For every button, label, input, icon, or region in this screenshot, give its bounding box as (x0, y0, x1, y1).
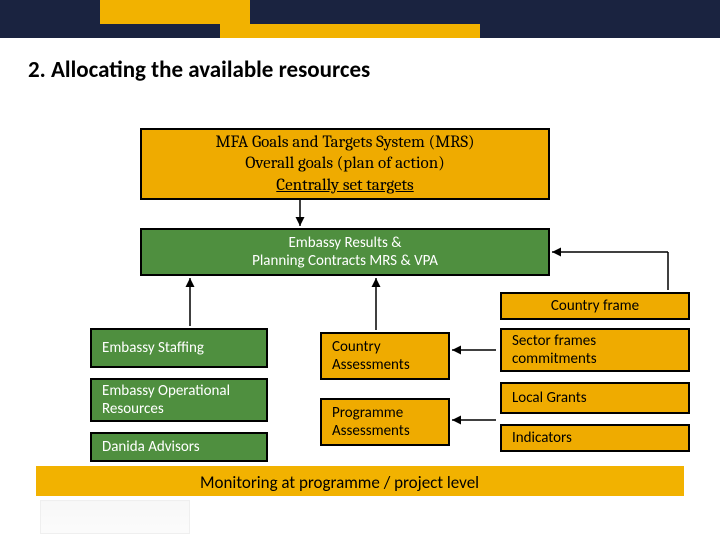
monitoring-label: Monitoring at programme / project level (200, 472, 479, 493)
header-accent-1 (100, 0, 250, 24)
operational-l1: Embassy Operational (102, 382, 230, 400)
advisors-text: Danida Advisors (102, 438, 200, 456)
mfa-goals-box: MFA Goals and Targets System (MRS) Overa… (140, 128, 550, 200)
local-text: Local Grants (512, 389, 587, 407)
operational-l2: Resources (102, 400, 164, 418)
embassy-line1: Embassy Results & (288, 234, 401, 252)
embassy-line2: Planning Contracts MRS & VPA (252, 252, 438, 270)
embassy-operational-box: Embassy Operational Resources (90, 378, 268, 422)
staffing-text: Embassy Staffing (102, 339, 204, 357)
programme-l2: Assessments (332, 422, 410, 440)
mfa-line2: Overall goals (plan of action) (245, 153, 444, 174)
country-l1: Country (332, 338, 381, 356)
header-accent-2 (220, 24, 480, 38)
country-frame-label: Country frame (500, 292, 690, 320)
embassy-staffing-box: Embassy Staffing (90, 328, 268, 368)
sector-l2: commitments (512, 350, 597, 368)
country-assessments-box: Country Assessments (320, 332, 450, 380)
danida-advisors-box: Danida Advisors (90, 432, 268, 462)
indicators-text: Indicators (512, 429, 572, 447)
country-frame-text: Country frame (551, 297, 639, 315)
sector-frames-box: Sector frames commitments (500, 328, 690, 372)
mfa-line3: Centrally set targets (276, 175, 413, 196)
mfa-line1: MFA Goals and Targets System (MRS) (215, 132, 474, 153)
embassy-results-box: Embassy Results & Planning Contracts MRS… (140, 228, 550, 276)
sector-l1: Sector frames (512, 332, 596, 350)
danida-logo (40, 500, 190, 534)
country-l2: Assessments (332, 356, 410, 374)
programme-l1: Programme (332, 404, 403, 422)
indicators-box: Indicators (500, 424, 690, 452)
page-title: 2. Allocating the available resources (28, 56, 370, 84)
local-grants-box: Local Grants (500, 382, 690, 414)
programme-assessments-box: Programme Assessments (320, 398, 450, 446)
